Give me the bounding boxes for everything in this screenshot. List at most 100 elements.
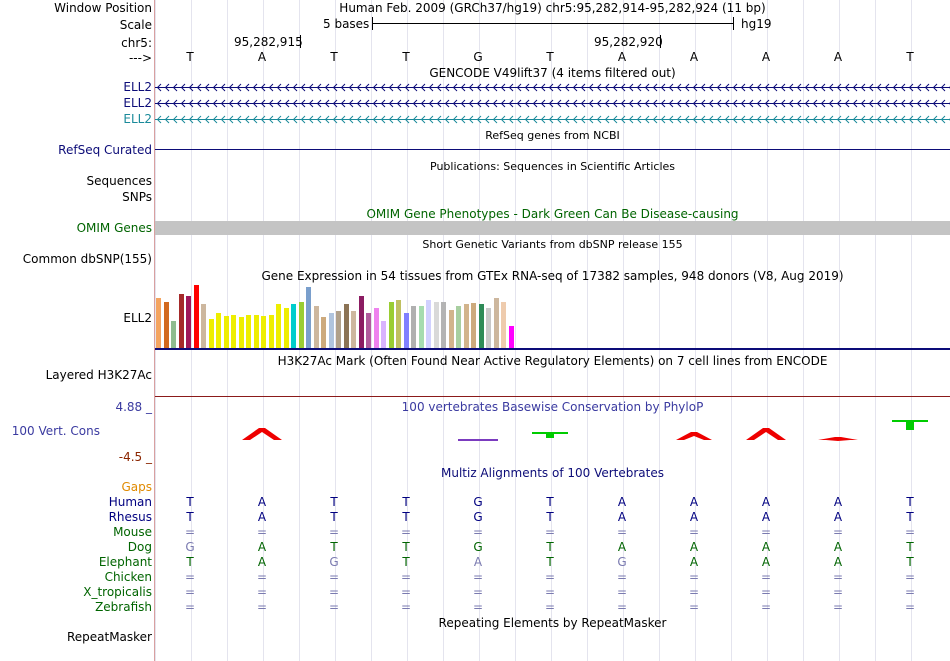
gtex-tissue-bar[interactable] [209,319,214,348]
gtex-tissue-bar[interactable] [366,313,371,348]
gtex-tissue-bar[interactable] [156,298,161,348]
coordinate-label-2: 95,282,920 [594,35,663,49]
ell2-transcript-1[interactable] [155,83,950,92]
gtex-tissue-bar[interactable] [494,298,499,348]
gtex-tissue-bar[interactable] [299,302,304,348]
label-layered-h3k27ac[interactable]: Layered H3K27Ac [46,368,152,382]
phylop-score-glyph[interactable] [458,416,498,442]
gtex-tissue-bar[interactable] [329,313,334,348]
gtex-tissue-bar[interactable] [441,302,446,348]
scale-tick-right [733,17,734,30]
gtex-tissue-bar[interactable] [351,311,356,348]
gtex-tissue-bar[interactable] [464,304,469,348]
phylop-score-glyph[interactable] [532,416,568,442]
gtex-tissue-bar[interactable] [261,316,266,348]
alignment-base: = [828,570,848,584]
alignment-base: T [540,540,560,554]
phylop-score-glyph[interactable] [676,416,712,442]
alignment-base: = [396,570,416,584]
label-common-dbsnp[interactable]: Common dbSNP(155) [23,252,152,266]
species-label[interactable]: Rhesus [109,510,152,524]
gtex-tissue-bar[interactable] [344,304,349,348]
gtex-tissue-bar[interactable] [359,296,364,348]
phylop-score-glyph[interactable] [892,416,928,442]
gtex-tissue-bar[interactable] [224,316,229,348]
gtex-tissue-bar[interactable] [336,311,341,348]
species-label[interactable]: Dog [128,540,152,554]
alignment-base: = [900,600,920,614]
gtex-expression-chart[interactable] [155,284,535,348]
phylop-score-glyph[interactable] [746,416,786,442]
gtex-tissue-bar[interactable] [239,317,244,348]
species-label[interactable]: Zebrafish [95,600,152,614]
refseq-gene-line[interactable] [155,149,950,150]
gtex-tissue-bar[interactable] [396,300,401,348]
gtex-tissue-bar[interactable] [231,315,236,348]
gtex-tissue-bar[interactable] [486,308,491,348]
gtex-tissue-bar[interactable] [456,306,461,348]
label-sequences[interactable]: Sequences [87,174,152,188]
species-label[interactable]: Chicken [105,570,152,584]
label-ell2-transcript-3[interactable]: ELL2 [123,112,152,126]
gtex-tissue-bar[interactable] [269,315,274,348]
gtex-tissue-bar[interactable] [291,304,296,348]
label-snps[interactable]: SNPs [122,190,152,204]
species-label[interactable]: Human [109,495,152,509]
phylop-score-glyph[interactable] [818,416,858,442]
gtex-tissue-bar[interactable] [284,308,289,348]
gtex-tissue-bar[interactable] [501,302,506,348]
label-gtex-gene[interactable]: ELL2 [123,311,152,325]
gtex-tissue-bar[interactable] [449,310,454,348]
gtex-tissue-bar[interactable] [254,315,259,348]
species-label[interactable]: X_tropicalis [83,585,152,599]
omim-gene-bar[interactable] [155,221,950,235]
ell2-transcript-2[interactable] [155,99,950,108]
gtex-tissue-bar[interactable] [171,321,176,348]
alignment-base: A [252,495,272,509]
gtex-tissue-bar[interactable] [201,304,206,348]
gtex-tissue-bar[interactable] [194,285,199,348]
gtex-tissue-bar[interactable] [164,302,169,348]
scale-bar [372,23,733,24]
omim-track-title: OMIM Gene Phenotypes - Dark Green Can Be… [155,207,950,221]
gtex-tissue-bar[interactable] [509,326,514,348]
gtex-tissue-bar[interactable] [434,302,439,348]
gtex-tissue-bar[interactable] [306,287,311,348]
label-repeatmasker[interactable]: RepeatMasker [67,630,152,644]
phylop-score-glyph[interactable] [242,416,282,442]
gtex-tissue-bar[interactable] [471,303,476,348]
gtex-tissue-bar[interactable] [321,317,326,348]
label-omim-genes[interactable]: OMIM Genes [77,221,152,235]
tracks-panel[interactable]: Human Feb. 2009 (GRCh37/hg19) chr5:95,28… [155,0,950,661]
gtex-tissue-bar[interactable] [374,308,379,348]
ell2-transcript-3[interactable] [155,115,950,124]
gtex-tissue-bar[interactable] [426,300,431,348]
h3k27ac-track-title: H3K27Ac Mark (Often Found Near Active Re… [155,354,950,368]
gtex-tissue-bar[interactable] [389,302,394,348]
gtex-tissue-bar[interactable] [411,306,416,348]
reference-base: A [252,50,272,64]
alignment-base: T [900,510,920,524]
label-strand[interactable]: ---> [129,51,152,65]
gtex-tissue-bar[interactable] [276,304,281,348]
gtex-tissue-bar[interactable] [381,321,386,348]
alignment-base: = [468,525,488,539]
label-refseq-curated[interactable]: RefSeq Curated [58,143,152,157]
alignment-base: = [756,585,776,599]
gtex-tissue-bar[interactable] [314,306,319,348]
gtex-tissue-bar[interactable] [246,315,251,348]
label-ell2-transcript-1[interactable]: ELL2 [123,80,152,94]
species-label[interactable]: Elephant [99,555,152,569]
gtex-tissue-bar[interactable] [419,306,424,348]
gtex-tissue-bar[interactable] [479,304,484,348]
label-cons-max: 4.88 _ [115,400,152,414]
phylop-conservation-track[interactable] [155,416,950,466]
gtex-tissue-bar[interactable] [179,294,184,348]
gtex-tissue-bar[interactable] [404,313,409,348]
gtex-tissue-bar[interactable] [216,313,221,348]
label-ell2-transcript-2[interactable]: ELL2 [123,96,152,110]
alignment-base: A [612,510,632,524]
gtex-tissue-bar[interactable] [186,296,191,348]
label-100-vert-cons[interactable]: 100 Vert. Cons [12,424,100,438]
species-label[interactable]: Mouse [113,525,152,539]
